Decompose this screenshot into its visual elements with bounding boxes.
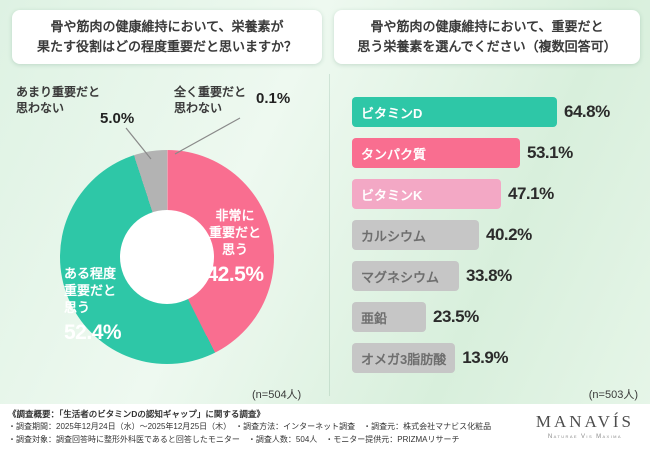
bar-value-label: 64.8% — [564, 102, 610, 121]
survey-overview: 《調査概要：「生活者のビタミンDの認知ギャップ」に関する調査》 ・調査期間：20… — [8, 408, 491, 446]
donut-value-very-important: 42.5% — [206, 262, 264, 286]
bar-segment: ビタミンK — [352, 179, 501, 209]
brand-logo-text: MANAVÍS — [535, 412, 634, 431]
bar-row: カルシウム 40.2% — [352, 220, 644, 250]
donut-chart — [60, 150, 274, 364]
bar-segment: カルシウム — [352, 220, 479, 250]
survey-overview-line1: ・調査期間：2025年12月24日（水）～2025年12月25日（木） ・調査方… — [8, 422, 492, 432]
donut-label-somewhat-important-text: ある程度 重要だと 思う — [64, 265, 117, 315]
donut-label-very-important-text: 非常に 重要だと 思う — [208, 207, 261, 257]
bar-segment: 亜鉛 — [352, 302, 426, 332]
bar-row: 亜鉛 23.5% — [352, 302, 644, 332]
sample-size-right: (n=503人) — [588, 389, 638, 401]
survey-overview-title: 《調査概要：「生活者のビタミンDの認知ギャップ」に関する調査》 — [8, 409, 265, 419]
bar-value-label: 13.9% — [462, 348, 508, 367]
panel-divider — [329, 74, 330, 396]
sample-size-left: (n=504人) — [252, 389, 302, 401]
bar-value-label: 40.2% — [486, 225, 532, 244]
bar-row: ビタミンD 64.8% — [352, 97, 644, 127]
donut-callout-not-very-important: あまり重要だと 思わない — [16, 85, 101, 116]
donut-value-not-very-important: 5.0% — [100, 110, 135, 127]
left-question-header: 骨や筋肉の健康維持において、栄養素が 果たす役割はどの程度重要だと思いますか？ — [12, 10, 322, 64]
donut-label-very-important: 非常に 重要だと 思う 42.5% — [196, 191, 274, 305]
bar-value-label: 53.1% — [527, 143, 573, 162]
bar-row: ビタミンK 47.1% — [352, 179, 644, 209]
bar-row: タンパク質 53.1% — [352, 138, 644, 168]
bar-value-label: 33.8% — [466, 266, 512, 285]
donut-label-somewhat-important: ある程度 重要だと 思う 52.4% — [64, 249, 148, 363]
bar-value-label: 47.1% — [508, 184, 554, 203]
brand-logo-tagline: Naturae Vis Maxima — [547, 434, 622, 440]
bar-row: マグネシウム 33.8% — [352, 261, 644, 291]
brand-logo: MANAVÍS Naturae Vis Maxima — [536, 412, 634, 440]
donut-value-somewhat-important: 52.4% — [64, 320, 122, 344]
bar-value-label: 23.5% — [433, 307, 479, 326]
bar-segment: ビタミンD — [352, 97, 557, 127]
bar-segment: オメガ3脂肪酸 — [352, 343, 456, 373]
bar-segment: マグネシウム — [352, 261, 459, 291]
bar-chart: ビタミンD 64.8% タンパク質 53.1% ビタミンK 47.1% カルシウム 40.2%… — [352, 97, 644, 384]
footer: 《調査概要：「生活者のビタミンDの認知ギャップ」に関する調査》 ・調査期間：20… — [0, 404, 650, 450]
donut-value-not-important-at-all: 0.1% — [256, 90, 291, 107]
survey-overview-line2: ・調査対象：調査回答時に整形外科医であると回答したモニター ・調査人数：504人… — [8, 434, 460, 444]
bar-segment: タンパク質 — [352, 138, 520, 168]
donut-callout-not-important-at-all: 全く重要だと 思わない — [174, 85, 247, 116]
bar-row: オメガ3脂肪酸 13.9% — [352, 343, 644, 373]
right-question-header: 骨や筋肉の健康維持において、重要だと 思う栄養素を選んでください（複数回答可） — [334, 10, 640, 64]
